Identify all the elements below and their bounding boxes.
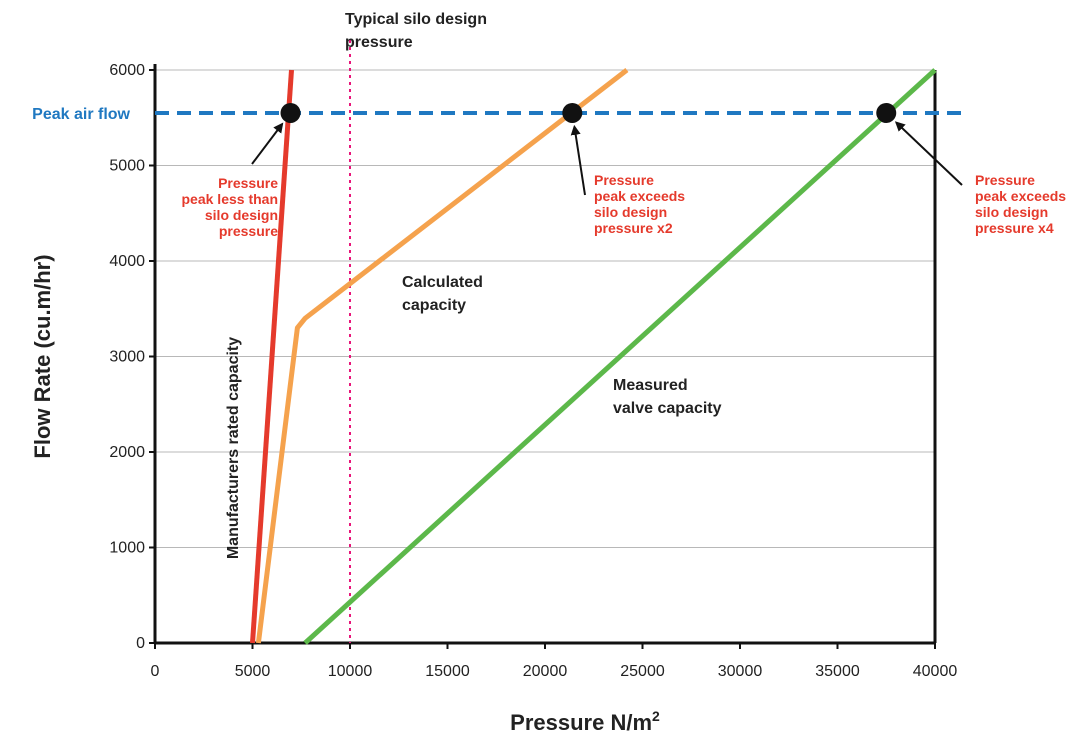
x-tick-label: 40000	[913, 663, 958, 680]
measured-capacity-label-line: Measured	[613, 377, 688, 394]
y-tick-label: 6000	[109, 62, 145, 79]
series-line-calculated	[255, 68, 629, 644]
note-m3-line: pressure x4	[975, 220, 1054, 236]
y-tick-label: 2000	[109, 444, 145, 461]
note-m3-line: Pressure	[975, 172, 1035, 188]
y-tick-label: 3000	[109, 349, 145, 366]
x-tick-label: 5000	[235, 663, 271, 680]
peak-air-flow-label: Peak air flow	[32, 106, 130, 123]
note-m2-line: silo design	[594, 204, 667, 220]
series-lines	[250, 68, 937, 645]
y-tick-label: 1000	[109, 540, 145, 557]
note-m1-line: silo design	[205, 207, 278, 223]
calculated-capacity-label-line: Calculated	[402, 274, 483, 291]
silo-design-pressure-label: Typical silo design pressure	[345, 11, 487, 51]
gridlines	[155, 69, 935, 548]
arrow-m1	[251, 122, 284, 165]
note-m2-line: peak exceeds	[594, 188, 685, 204]
note-m2-line: pressure x2	[594, 220, 673, 236]
x-tick-label: 10000	[328, 663, 373, 680]
series-line-manufacturers	[250, 69, 294, 644]
calculated-capacity-label-line: capacity	[402, 297, 466, 314]
note-m1-line: Pressure	[218, 175, 278, 191]
y-axis-title: Flow Rate (cu.m/hr)	[30, 254, 55, 458]
measured-capacity-label: Measured valve capacity	[613, 377, 722, 417]
y-tick-label: 0	[136, 635, 145, 652]
measured-capacity-label-line: valve capacity	[613, 400, 722, 417]
note-m1-line: peak less than	[182, 191, 279, 207]
x-tick-label: 30000	[718, 663, 763, 680]
silo-design-pressure-label-line: Typical silo design	[345, 11, 487, 28]
note-m3-line: peak exceeds	[975, 188, 1066, 204]
manufacturers-capacity-label: Manufacturers rated capacity	[225, 337, 242, 559]
calculated-capacity-label: Calculated capacity	[402, 274, 483, 314]
x-tick-label: 0	[151, 663, 160, 680]
series-line-measured	[303, 68, 937, 645]
y-tick-label: 5000	[109, 158, 145, 175]
x-tick-label: 25000	[620, 663, 665, 680]
silo-design-pressure-label-line: pressure	[345, 34, 413, 51]
note-m3-line: silo design	[975, 204, 1048, 220]
marker-m3	[876, 102, 897, 123]
marker-m1	[280, 102, 301, 123]
note-m1-line: pressure	[219, 223, 278, 239]
markers	[251, 102, 963, 196]
axes: 0 1000 2000 3000 4000 5000 6000 0 5000 10000 15000…	[30, 62, 957, 735]
x-tick-label: 35000	[815, 663, 860, 680]
marker-m2	[562, 102, 583, 123]
labels: Peak air flow Typical silo design pressure…	[32, 11, 1066, 559]
note-m1: Pressure peak less than silo design pressur…	[182, 175, 279, 239]
x-tick-label: 15000	[425, 663, 470, 680]
note-m2: Pressure peak exceeds silo design pressure …	[594, 172, 685, 236]
x-axis-title: Pressure N/m2	[510, 708, 660, 735]
arrow-m2	[570, 124, 586, 196]
note-m3: Pressure peak exceeds silo design pressure …	[975, 172, 1066, 236]
x-tick-label: 20000	[523, 663, 568, 680]
x-axis-title-superscript: 2	[652, 708, 660, 724]
note-m2-line: Pressure	[594, 172, 654, 188]
y-tick-label: 4000	[109, 253, 145, 270]
arrow-m3	[894, 121, 963, 186]
